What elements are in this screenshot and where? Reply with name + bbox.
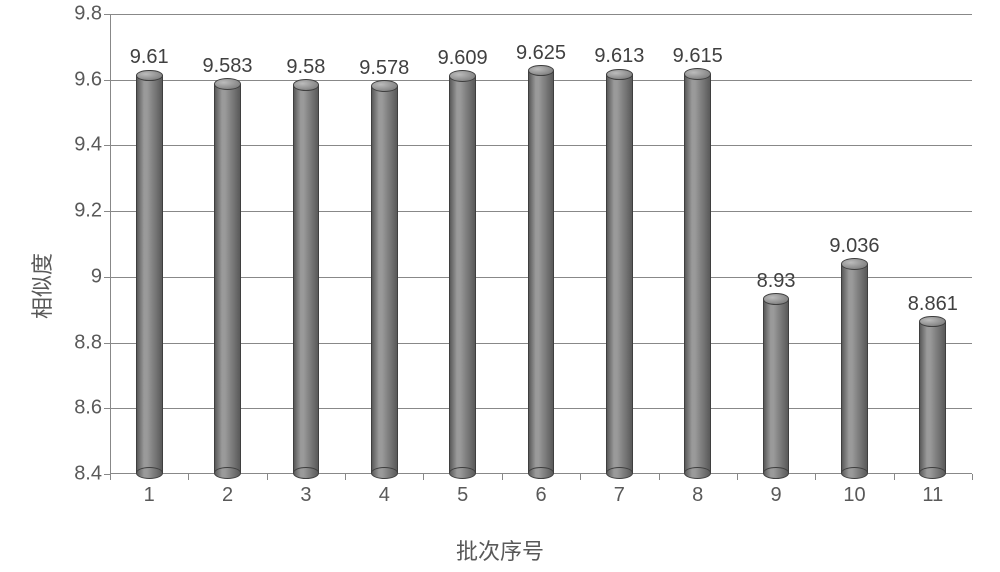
bar-top-cap bbox=[684, 68, 711, 80]
bar: 9.58 bbox=[293, 85, 320, 473]
bar-body bbox=[528, 71, 555, 474]
bar-top-cap bbox=[841, 258, 868, 270]
bar-body bbox=[606, 74, 633, 473]
x-tick-label: 4 bbox=[379, 474, 390, 507]
bar-value-label: 9.583 bbox=[203, 55, 253, 78]
x-tick-mark bbox=[737, 474, 738, 480]
bar-top-cap bbox=[763, 293, 790, 305]
y-axis-title: 相似度 bbox=[25, 253, 57, 319]
bar: 9.625 bbox=[528, 71, 555, 474]
x-tick-mark bbox=[815, 474, 816, 480]
bar: 8.861 bbox=[919, 322, 946, 473]
bar-body bbox=[763, 299, 790, 473]
bars-layer: 9.619.5839.589.5789.6099.6259.6139.6158.… bbox=[110, 14, 972, 474]
bar-value-label: 9.58 bbox=[286, 56, 325, 79]
x-tick-label: 10 bbox=[843, 474, 865, 507]
bar: 9.613 bbox=[606, 74, 633, 473]
x-axis-title: 批次序号 bbox=[0, 534, 1000, 566]
x-tick-mark bbox=[345, 474, 346, 480]
plot-area: 8.48.68.899.29.49.69.89.619.5839.589.578… bbox=[110, 14, 972, 474]
x-tick-mark bbox=[267, 474, 268, 480]
bar-body bbox=[136, 75, 163, 473]
bar-top-cap bbox=[136, 70, 163, 82]
y-tick-label: 8.6 bbox=[74, 397, 110, 420]
x-tick-mark bbox=[423, 474, 424, 480]
x-tick-mark bbox=[502, 474, 503, 480]
x-tick-label: 3 bbox=[300, 474, 311, 507]
y-tick-label: 9.6 bbox=[74, 68, 110, 91]
x-tick-mark bbox=[110, 474, 111, 480]
bar: 9.036 bbox=[841, 264, 868, 473]
bar: 9.583 bbox=[214, 84, 241, 473]
y-tick-label: 8.8 bbox=[74, 331, 110, 354]
x-tick-mark bbox=[659, 474, 660, 480]
bar-value-label: 9.615 bbox=[673, 45, 723, 68]
bar-body bbox=[449, 76, 476, 473]
bar-top-cap bbox=[449, 70, 476, 82]
bar-body bbox=[841, 264, 868, 473]
x-tick-label: 7 bbox=[614, 474, 625, 507]
x-tick-label: 9 bbox=[771, 474, 782, 507]
x-tick-label: 5 bbox=[457, 474, 468, 507]
bar-body bbox=[293, 85, 320, 473]
x-tick-mark bbox=[894, 474, 895, 480]
y-tick-label: 8.4 bbox=[74, 463, 110, 486]
y-tick-label: 9.4 bbox=[74, 134, 110, 157]
bar-top-cap bbox=[606, 69, 633, 81]
bar-body bbox=[919, 322, 946, 473]
bar: 9.578 bbox=[371, 86, 398, 473]
chart-container: 相似度 批次序号 8.48.68.899.29.49.69.89.619.583… bbox=[0, 0, 1000, 572]
bar-top-cap bbox=[371, 80, 398, 92]
bar: 9.609 bbox=[449, 76, 476, 473]
x-tick-label: 2 bbox=[222, 474, 233, 507]
bar-value-label: 9.61 bbox=[130, 46, 169, 69]
bar-value-label: 9.625 bbox=[516, 42, 566, 65]
bar: 9.61 bbox=[136, 75, 163, 473]
bar-value-label: 9.609 bbox=[438, 47, 488, 70]
bar-body bbox=[214, 84, 241, 473]
y-tick-label: 9.8 bbox=[74, 3, 110, 26]
x-tick-mark bbox=[188, 474, 189, 480]
bar-value-label: 8.93 bbox=[757, 270, 796, 293]
bar-body bbox=[371, 86, 398, 473]
bar-value-label: 9.036 bbox=[829, 235, 879, 258]
x-tick-mark bbox=[972, 474, 973, 480]
y-tick-label: 9 bbox=[91, 265, 110, 288]
x-tick-label: 11 bbox=[922, 474, 943, 507]
bar-value-label: 9.578 bbox=[359, 57, 409, 80]
bar-body bbox=[684, 74, 711, 473]
bar: 8.93 bbox=[763, 299, 790, 473]
bar: 9.615 bbox=[684, 74, 711, 473]
x-tick-label: 1 bbox=[144, 474, 155, 507]
y-tick-label: 9.2 bbox=[74, 200, 110, 223]
x-tick-label: 8 bbox=[692, 474, 703, 507]
bar-value-label: 9.613 bbox=[594, 45, 644, 68]
x-tick-label: 6 bbox=[535, 474, 546, 507]
x-tick-mark bbox=[580, 474, 581, 480]
bar-value-label: 8.861 bbox=[908, 293, 958, 316]
